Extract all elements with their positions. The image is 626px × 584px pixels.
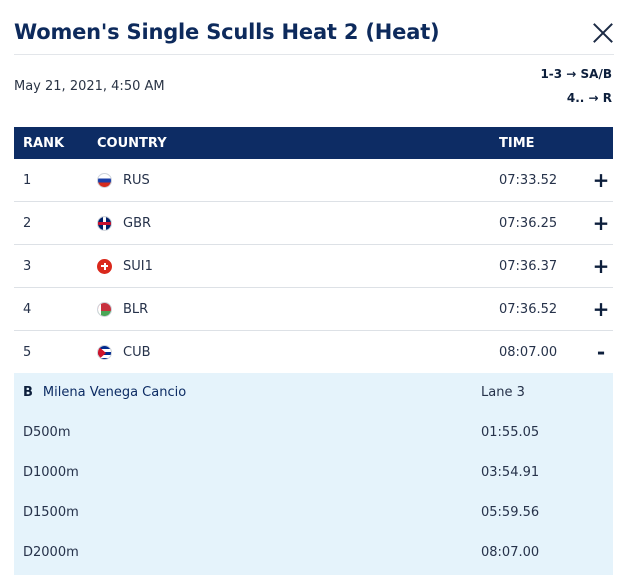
table-row: 2 GBR 07:36.25 + bbox=[14, 201, 613, 245]
results-table: RANK COUNTRY TIME 1 RUS 07:33.52 + 2 GBR… bbox=[14, 127, 613, 373]
split-label: D2000m bbox=[23, 545, 79, 560]
race-date: May 21, 2021, 4:50 AM bbox=[14, 79, 165, 94]
split-time: 08:07.00 bbox=[481, 545, 540, 560]
progression-rule-2: 4.. → R bbox=[566, 91, 612, 105]
split-time: 01:55.05 bbox=[481, 425, 540, 440]
split-label: D1000m bbox=[23, 465, 79, 480]
switzerland-flag-icon bbox=[97, 258, 112, 274]
country-cell: GBR bbox=[88, 201, 490, 245]
country-cell: RUS bbox=[88, 159, 490, 202]
country-code: CUB bbox=[123, 344, 151, 360]
time-cell: 07:36.25 bbox=[490, 201, 589, 245]
expand-button[interactable]: + bbox=[589, 201, 613, 245]
time-cell: 07:33.52 bbox=[490, 159, 589, 202]
time-cell: 07:36.37 bbox=[490, 244, 589, 288]
time-header: TIME bbox=[499, 135, 535, 151]
expand-button[interactable]: + bbox=[589, 244, 613, 288]
time-cell: 08:07.00 bbox=[499, 344, 558, 360]
russia-flag-icon bbox=[97, 172, 112, 188]
country-code: SUI1 bbox=[123, 258, 153, 274]
rank-cell: 3 bbox=[14, 244, 88, 288]
cuba-flag-icon bbox=[97, 344, 112, 360]
country-code: RUS bbox=[123, 172, 150, 188]
expand-button[interactable]: + bbox=[589, 287, 613, 331]
rank-cell: 4 bbox=[14, 287, 88, 331]
country-cell: SUI1 bbox=[88, 244, 490, 288]
time-cell: 07:36.52 bbox=[490, 287, 589, 331]
table-row: 3 SUI1 07:36.37 + bbox=[14, 244, 613, 288]
table-row: 4 BLR 07:36.52 + bbox=[14, 287, 613, 331]
table-row: 1 RUS 07:33.52 + bbox=[14, 159, 613, 202]
page-title: Women's Single Sculls Heat 2 (Heat) bbox=[14, 20, 440, 44]
country-cell: CUB bbox=[88, 331, 490, 374]
progression-rule-1: 1-3 → SA/B bbox=[540, 67, 612, 81]
close-icon[interactable] bbox=[592, 22, 614, 44]
country-header: COUNTRY bbox=[97, 135, 167, 151]
table-row: 5 CUB 08:07.00 - bbox=[14, 331, 613, 374]
collapse-button[interactable]: - bbox=[596, 340, 606, 364]
split-time: 05:59.56 bbox=[481, 505, 540, 520]
country-cell: BLR bbox=[88, 287, 490, 331]
rank-header: RANK bbox=[23, 135, 65, 151]
action-header bbox=[589, 127, 613, 159]
expand-button[interactable]: + bbox=[589, 159, 613, 202]
split-label: D500m bbox=[23, 425, 71, 440]
table-header: RANK COUNTRY TIME bbox=[14, 127, 613, 159]
rank-cell: 2 bbox=[14, 201, 88, 245]
athlete-name: Milena Venega Cancio bbox=[42, 385, 187, 400]
country-code: GBR bbox=[123, 215, 152, 231]
rank-cell: 5 bbox=[23, 344, 32, 360]
divider bbox=[14, 54, 614, 55]
country-code: BLR bbox=[123, 301, 149, 317]
great-britain-flag-icon bbox=[97, 215, 112, 231]
split-time: 03:54.91 bbox=[481, 465, 540, 480]
belarus-flag-icon bbox=[97, 301, 112, 317]
lane-label: Lane 3 bbox=[481, 385, 525, 400]
athlete-detail-panel: B Milena Venega Cancio Lane 3 D500m 01:55… bbox=[14, 373, 613, 575]
split-label: D1500m bbox=[23, 505, 79, 520]
boat-position: B bbox=[23, 385, 33, 400]
rank-cell: 1 bbox=[14, 159, 88, 202]
